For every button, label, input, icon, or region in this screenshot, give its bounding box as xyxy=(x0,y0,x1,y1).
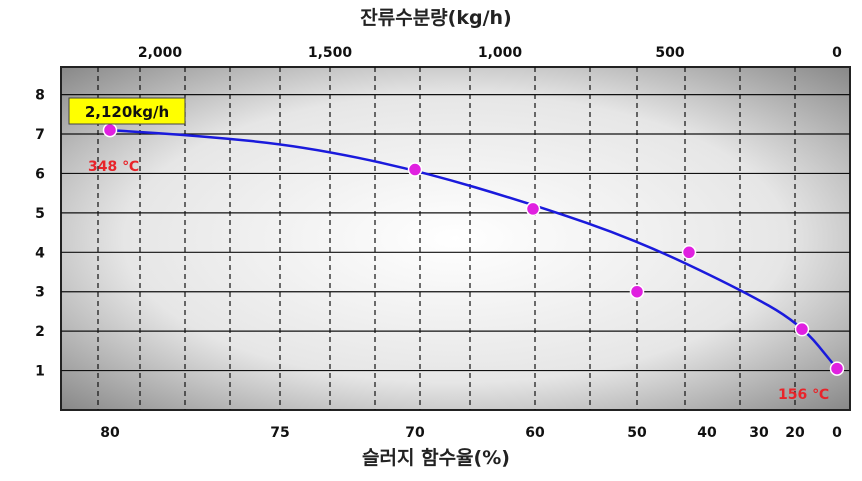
chart-title: 잔류수분량(kg/h) xyxy=(360,7,511,29)
top-axis: 2,000 1,500 1,000 500 0 xyxy=(138,45,842,61)
bottom-axis-tick-label: 70 xyxy=(405,425,425,441)
bottom-axis-tick-label: 0 xyxy=(832,425,842,441)
start-temperature-label: 348 ℃ xyxy=(88,159,139,175)
data-point xyxy=(407,162,423,177)
bottom-axis-tick-label: 60 xyxy=(525,425,545,441)
annotation-box-label: 2,120kg/h xyxy=(85,103,169,121)
bottom-axis-tick-label: 75 xyxy=(270,425,289,441)
bottom-axis-tick-label: 20 xyxy=(785,425,805,441)
bottom-axis: 80 75 70 60 50 40 30 20 0 xyxy=(100,425,842,441)
top-axis-tick-label: 1,500 xyxy=(308,45,353,61)
bottom-axis-tick-label: 80 xyxy=(100,425,120,441)
data-point xyxy=(525,201,541,217)
y-tick-label: 3 xyxy=(35,285,45,301)
data-point xyxy=(794,321,810,337)
y-axis: 1 2 3 4 5 6 7 8 xyxy=(35,88,45,380)
y-tick-label: 1 xyxy=(35,364,45,380)
data-points xyxy=(102,122,845,376)
y-tick-label: 6 xyxy=(35,166,45,182)
y-tick-label: 2 xyxy=(35,324,45,340)
top-axis-tick-label: 0 xyxy=(832,45,842,61)
end-temperature-label: 156 ℃ xyxy=(778,387,829,403)
top-axis-tick-label: 1,000 xyxy=(478,45,523,61)
data-point xyxy=(829,361,845,376)
data-point xyxy=(629,284,645,299)
trend-line xyxy=(109,128,838,370)
bottom-axis-tick-label: 50 xyxy=(627,425,647,441)
top-axis-tick-label: 2,000 xyxy=(138,45,183,61)
bottom-axis-tick-label: 40 xyxy=(697,425,717,441)
data-point xyxy=(102,122,118,138)
y-tick-label: 8 xyxy=(35,88,45,104)
y-tick-label: 4 xyxy=(35,245,45,261)
plot-area xyxy=(60,66,851,411)
bottom-axis-tick-label: 30 xyxy=(749,425,769,441)
data-point xyxy=(681,245,697,260)
x-axis-label: 슬러지 함수율(%) xyxy=(362,447,510,469)
y-tick-label: 5 xyxy=(35,206,45,222)
annotation-box xyxy=(68,97,186,125)
top-axis-tick-label: 500 xyxy=(655,45,684,61)
y-tick-label: 7 xyxy=(35,127,45,143)
